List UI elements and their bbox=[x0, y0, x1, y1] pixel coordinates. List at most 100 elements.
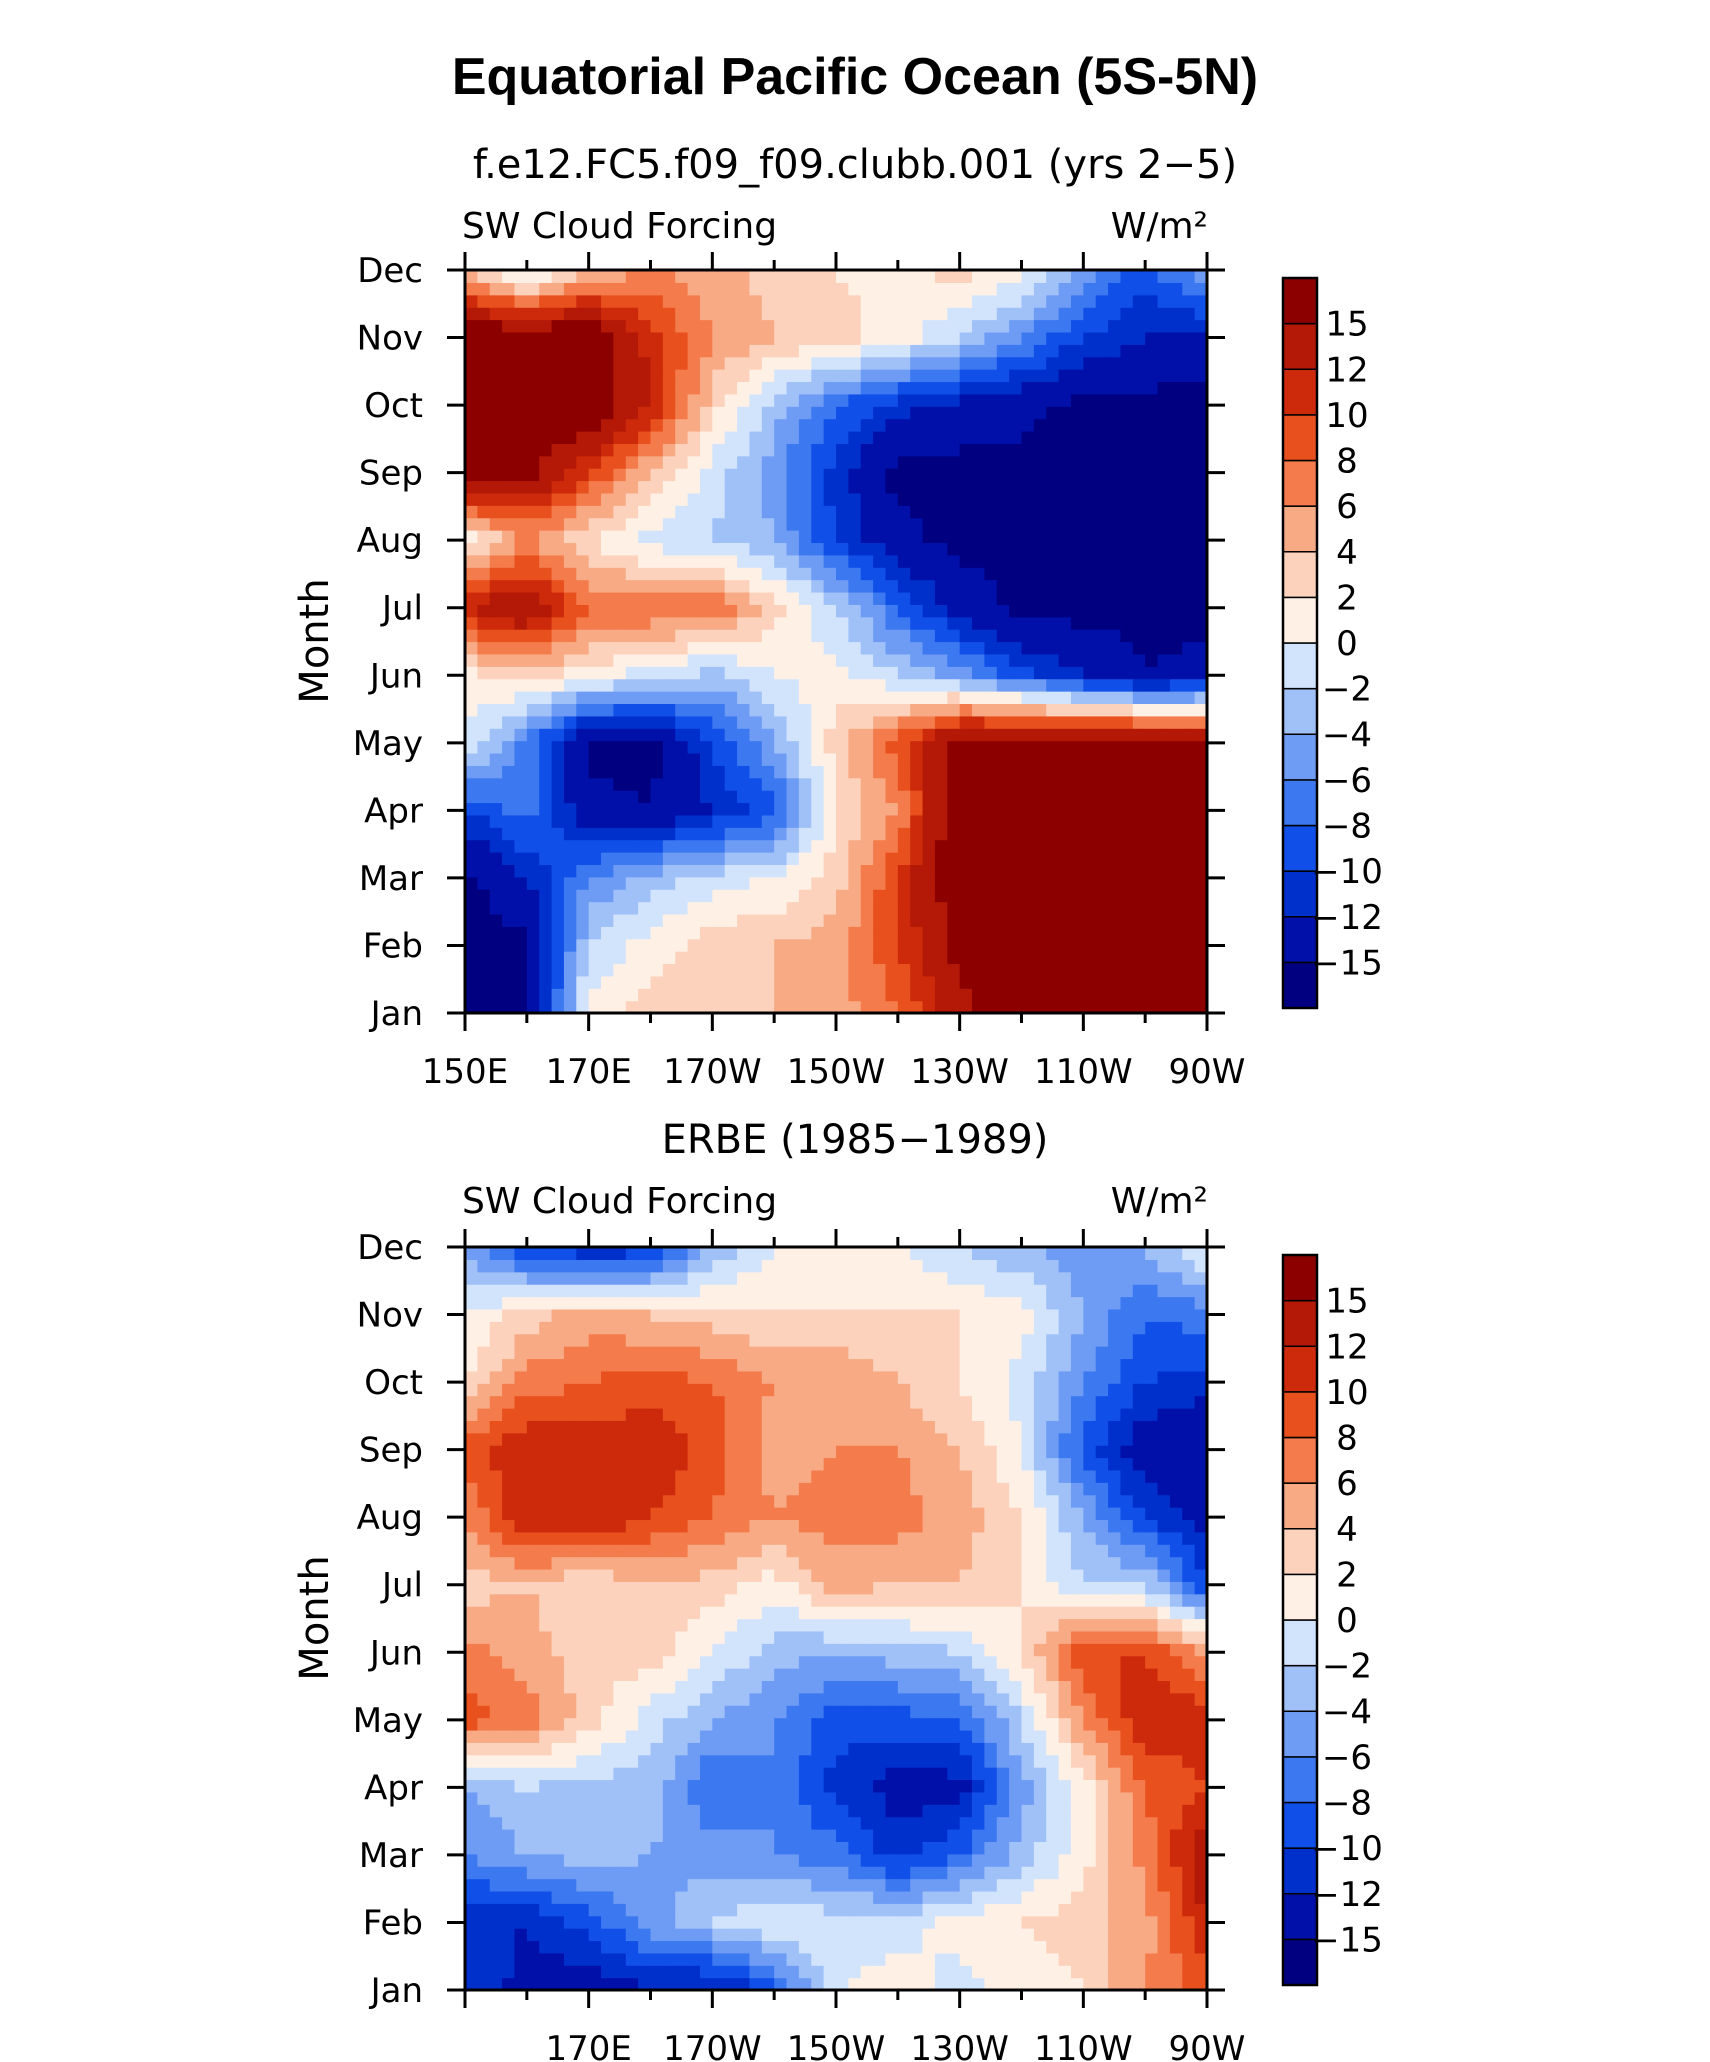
contour-cell bbox=[1095, 641, 1109, 655]
contour-cell bbox=[984, 1729, 998, 1743]
contour-cell bbox=[836, 752, 849, 766]
contour-cell bbox=[526, 468, 540, 482]
contour-cell bbox=[897, 1890, 911, 1904]
contour-cell bbox=[897, 554, 911, 568]
contour-cell bbox=[1095, 356, 1109, 370]
contour-cell bbox=[836, 1742, 849, 1756]
contour-cell bbox=[502, 777, 516, 791]
contour-cell bbox=[650, 703, 664, 717]
contour-cell bbox=[823, 455, 837, 469]
contour-cell bbox=[1132, 1816, 1146, 1830]
contour-cell bbox=[613, 938, 627, 952]
contour-cell bbox=[811, 1841, 825, 1855]
contour-cell bbox=[947, 790, 961, 804]
contour-cell bbox=[749, 369, 763, 383]
contour-cell bbox=[873, 1742, 887, 1756]
contour-cell bbox=[1058, 852, 1072, 865]
contour-cell bbox=[1009, 827, 1023, 841]
contour-cell bbox=[489, 492, 503, 506]
contour-cell bbox=[1095, 1890, 1109, 1904]
contour-cell bbox=[1070, 393, 1084, 407]
contour-cell bbox=[984, 1977, 998, 1991]
contour-cell bbox=[502, 1791, 516, 1805]
contour-cell bbox=[749, 691, 763, 705]
contour-cell bbox=[687, 740, 701, 754]
contour-cell bbox=[811, 715, 825, 729]
contour-cell bbox=[934, 1767, 948, 1781]
contour-cell bbox=[1021, 901, 1035, 915]
contour-cell bbox=[1182, 579, 1196, 593]
contour-cell bbox=[885, 765, 899, 779]
contour-cell bbox=[823, 765, 837, 779]
contour-cell bbox=[625, 864, 639, 878]
contour-cell bbox=[625, 1866, 639, 1880]
contour-cell bbox=[1194, 975, 1208, 989]
contour-cell bbox=[811, 827, 825, 841]
contour-cell bbox=[712, 443, 726, 457]
contour-cell bbox=[576, 554, 590, 568]
contour-cell bbox=[687, 443, 701, 457]
contour-cell bbox=[860, 765, 874, 779]
contour-cell bbox=[563, 1878, 577, 1892]
contour-cell bbox=[601, 616, 614, 630]
contour-cell bbox=[823, 790, 837, 804]
contour-cell bbox=[811, 839, 825, 853]
contour-cell bbox=[1169, 926, 1183, 940]
contour-cell bbox=[897, 344, 911, 358]
contour-cell bbox=[477, 678, 491, 692]
contour-cell bbox=[798, 517, 812, 531]
contour-cell bbox=[1120, 492, 1134, 506]
contour-cell bbox=[786, 827, 800, 841]
y-tick-label-feb: Feb bbox=[363, 926, 423, 966]
contour-cell bbox=[1009, 1890, 1023, 1904]
contour-cell bbox=[551, 814, 565, 828]
contour-cell bbox=[1009, 678, 1023, 692]
contour-cell bbox=[539, 604, 553, 618]
contour-cell bbox=[625, 579, 639, 593]
contour-cell bbox=[712, 282, 726, 296]
contour-cell bbox=[588, 492, 602, 506]
contour-cell bbox=[576, 988, 590, 1002]
contour-cell bbox=[1083, 752, 1097, 766]
contour-cell bbox=[873, 319, 887, 333]
contour-cell bbox=[811, 1878, 825, 1892]
contour-cell bbox=[737, 505, 751, 519]
contour-cell bbox=[724, 307, 738, 321]
contour-cell bbox=[1132, 1903, 1146, 1917]
contour-cell bbox=[563, 1952, 577, 1966]
contour-cell bbox=[563, 864, 577, 878]
contour-cell bbox=[984, 802, 998, 816]
contour-cell bbox=[947, 1928, 961, 1942]
contour-cell bbox=[1194, 752, 1208, 766]
colorbar-label: 2 bbox=[1336, 578, 1358, 618]
contour-cell bbox=[588, 852, 602, 865]
top-panel-title: f.e12.FC5.f09_f09.clubb.001 (yrs 2−5) bbox=[473, 142, 1237, 188]
contour-cell bbox=[1070, 802, 1084, 816]
contour-cell bbox=[897, 1829, 911, 1842]
contour-cell bbox=[662, 1965, 676, 1979]
contour-cell bbox=[873, 678, 887, 692]
contour-cell bbox=[1083, 1965, 1097, 1979]
contour-cell bbox=[848, 1804, 862, 1818]
contour-cell bbox=[588, 554, 602, 568]
contour-cell bbox=[1033, 554, 1047, 568]
contour-cell bbox=[1021, 282, 1035, 296]
contour-cell bbox=[1095, 839, 1109, 853]
contour-cell bbox=[860, 393, 874, 407]
contour-cell bbox=[724, 418, 738, 432]
contour-cell bbox=[601, 913, 614, 927]
contour-cell bbox=[588, 1717, 602, 1731]
contour-cell bbox=[947, 666, 961, 680]
contour-cell bbox=[588, 1829, 602, 1842]
contour-cell bbox=[737, 777, 751, 791]
contour-cell bbox=[798, 1866, 812, 1880]
contour-cell bbox=[922, 951, 936, 965]
contour-cell bbox=[860, 542, 874, 556]
contour-cell bbox=[675, 1791, 689, 1805]
contour-cell bbox=[1009, 666, 1023, 680]
contour-cell bbox=[1182, 629, 1196, 643]
contour-cell bbox=[477, 282, 491, 296]
contour-cell bbox=[1033, 715, 1047, 729]
contour-cell bbox=[922, 294, 936, 308]
contour-cell bbox=[576, 1853, 590, 1867]
